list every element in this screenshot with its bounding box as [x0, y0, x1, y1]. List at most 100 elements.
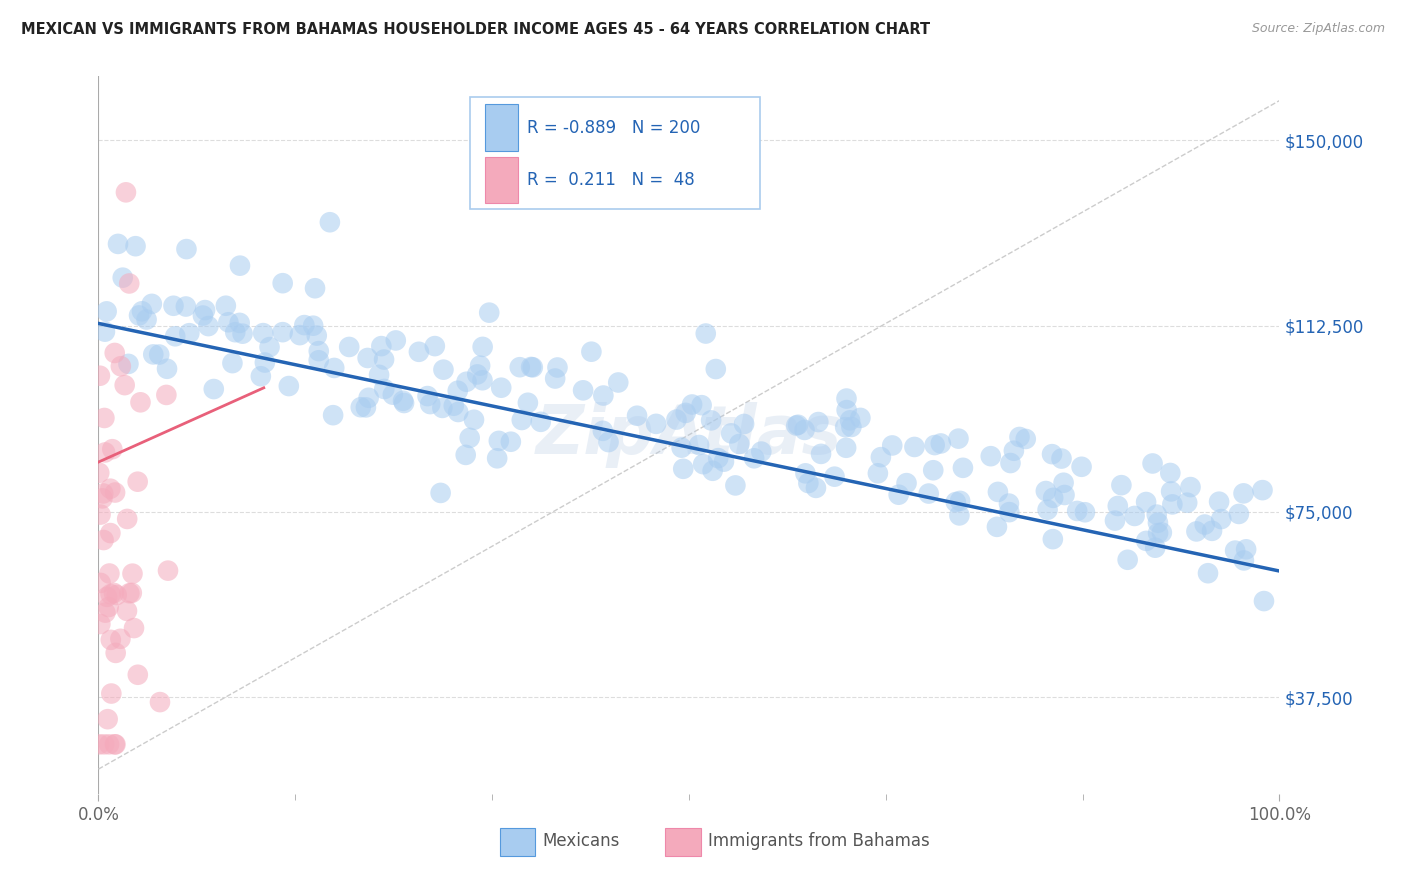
Point [253, 355, 276, 369]
Point [1232, 486, 1254, 500]
Text: Mexicans: Mexicans [543, 831, 620, 849]
Point [713, 455, 735, 469]
FancyBboxPatch shape [485, 104, 517, 151]
Point [114, 378, 136, 392]
Point [259, 340, 281, 354]
Point [100, 526, 122, 541]
Point [93, 737, 115, 751]
Point [1197, 566, 1219, 581]
Point [499, 434, 522, 449]
Point [93, 411, 115, 425]
Point [89, 368, 111, 383]
Point [516, 396, 538, 410]
Point [702, 464, 724, 478]
Point [692, 457, 714, 471]
Point [228, 316, 250, 330]
Point [690, 398, 713, 412]
Text: R = -0.889   N = 200: R = -0.889 N = 200 [527, 119, 700, 136]
Point [197, 319, 219, 334]
Point [1175, 496, 1198, 510]
Point [1066, 504, 1088, 518]
Point [100, 632, 122, 647]
Point [373, 382, 395, 396]
Point [1070, 459, 1092, 474]
Point [350, 401, 373, 415]
Point [1000, 456, 1022, 470]
Point [665, 412, 688, 426]
Point [592, 424, 614, 438]
Point [94, 445, 117, 459]
Point [121, 586, 143, 600]
Point [572, 384, 595, 398]
Point [704, 362, 727, 376]
Point [1201, 524, 1223, 538]
FancyBboxPatch shape [471, 97, 759, 209]
Point [141, 297, 163, 311]
Point [948, 432, 970, 446]
Point [115, 512, 138, 526]
Point [1211, 512, 1233, 526]
Point [447, 405, 470, 419]
Point [896, 476, 918, 491]
Point [986, 520, 1008, 534]
Point [305, 328, 328, 343]
Point [998, 505, 1021, 519]
Point [1233, 553, 1256, 567]
Point [98, 566, 121, 581]
Point [720, 426, 742, 441]
Point [1050, 451, 1073, 466]
Point [707, 451, 730, 466]
Point [945, 495, 967, 509]
Point [162, 299, 184, 313]
Point [530, 415, 553, 429]
Point [1042, 532, 1064, 546]
Point [607, 376, 630, 390]
Point [110, 632, 132, 646]
Point [94, 325, 117, 339]
Point [546, 360, 568, 375]
Point [97, 712, 120, 726]
Point [107, 236, 129, 251]
Point [929, 436, 952, 450]
Point [1015, 432, 1038, 446]
Point [454, 448, 477, 462]
Point [232, 326, 254, 341]
Point [432, 401, 454, 415]
Point [839, 413, 862, 427]
Point [191, 309, 214, 323]
Point [176, 242, 198, 256]
Point [675, 406, 697, 420]
Point [127, 475, 149, 489]
Point [91, 486, 114, 500]
Point [165, 329, 187, 343]
Point [100, 587, 122, 601]
Point [319, 215, 342, 229]
Point [156, 564, 179, 578]
Point [98, 737, 121, 751]
Point [463, 413, 485, 427]
Point [1135, 533, 1157, 548]
Point [149, 695, 172, 709]
Point [89, 617, 111, 632]
Point [1144, 541, 1167, 555]
Point [179, 326, 201, 341]
Point [835, 392, 858, 406]
Point [370, 339, 392, 353]
Point [1104, 514, 1126, 528]
Point [443, 399, 465, 413]
Point [408, 344, 430, 359]
Point [645, 417, 668, 431]
Point [626, 409, 648, 423]
Point [544, 371, 567, 385]
Point [97, 600, 120, 615]
Point [468, 359, 491, 373]
Point [381, 387, 404, 401]
Point [155, 388, 177, 402]
Point [465, 368, 488, 382]
Point [98, 482, 121, 496]
Point [510, 413, 533, 427]
Point [135, 312, 157, 326]
Point [841, 420, 863, 434]
Point [785, 418, 807, 433]
FancyBboxPatch shape [485, 157, 517, 203]
